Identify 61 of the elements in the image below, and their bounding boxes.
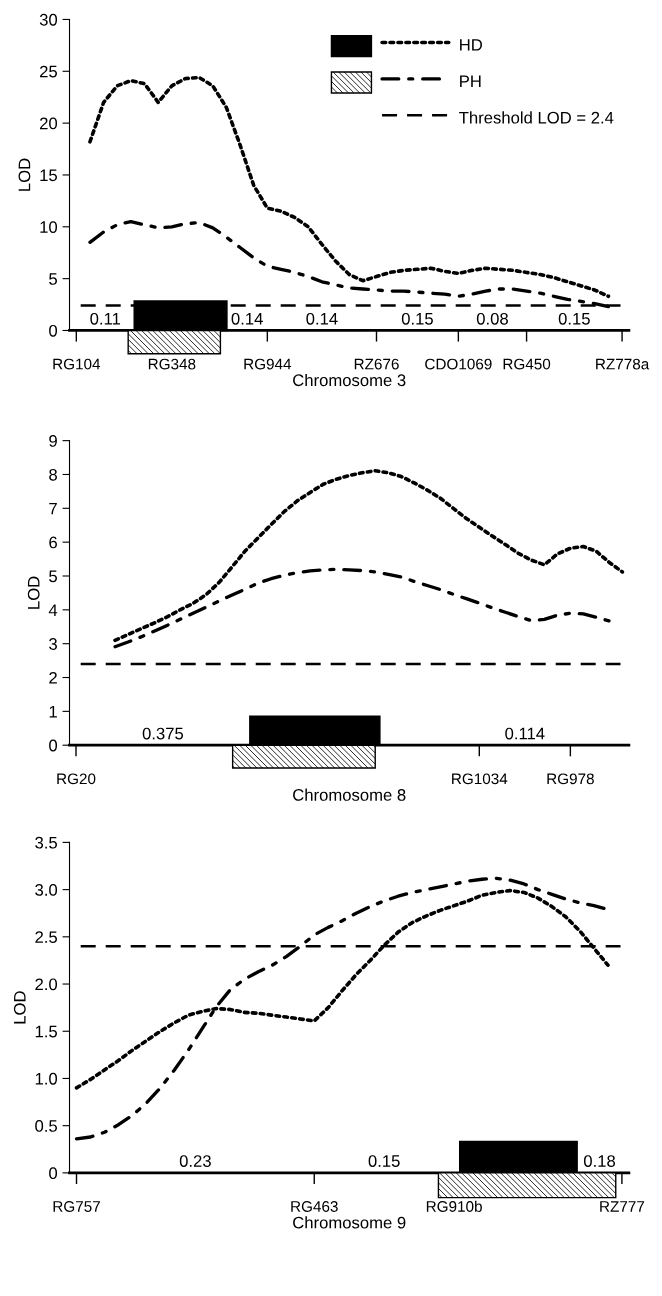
y-tick-label: 25 — [40, 65, 58, 78]
y-tick-label: 15 — [40, 169, 58, 182]
y-axis-title: LOD — [13, 991, 26, 1024]
y-tick-label: 3.0 — [35, 884, 58, 896]
y-axis-title: LOD — [18, 158, 31, 191]
y-tick-label: 0 — [49, 1167, 58, 1180]
x-tick-label: RZ777 — [600, 1201, 645, 1212]
y-tick-label: 2.5 — [35, 931, 58, 944]
y-tick-label: 0 — [49, 324, 58, 337]
annotation: 0.15 — [558, 312, 590, 325]
x-tick-label: RG944 — [244, 358, 292, 370]
legend-label: Threshold LOD = 2.4 — [459, 111, 614, 124]
annotation: 0.14 — [231, 312, 263, 325]
y-tick-label: 5 — [49, 273, 58, 285]
y-tick-label: 1.0 — [35, 1072, 58, 1085]
x-axis-title: Chromosome 8 — [293, 788, 406, 801]
annotation: 0.08 — [476, 312, 508, 325]
y-tick-label: 7 — [49, 502, 57, 515]
x-axis-title: Chromosome 9 — [293, 1216, 406, 1229]
y-tick-label: 3.5 — [35, 836, 58, 849]
y-tick-label: 2 — [49, 671, 57, 684]
y-tick-label: 6 — [49, 536, 57, 549]
y-tick-label: 2.0 — [35, 978, 58, 991]
annotation: 0.14 — [306, 312, 338, 325]
x-tick-label: RG20 — [57, 773, 96, 785]
x-tick-label: RG910b — [426, 1200, 482, 1212]
legend-label: PH — [460, 75, 481, 88]
y-axis-title: LOD — [27, 576, 40, 609]
annotation: 0.114 — [505, 727, 545, 740]
annotation: 0.15 — [401, 312, 433, 325]
annotation: 0.18 — [583, 1155, 616, 1167]
y-tick-label: 0.5 — [35, 1120, 58, 1132]
y-tick-label: 5 — [49, 570, 58, 583]
legend-label: HD — [460, 39, 483, 51]
y-tick-label: 4 — [48, 604, 58, 616]
x-axis-title: Chromosome 3 — [293, 373, 406, 387]
y-tick-label: 0 — [49, 739, 58, 752]
y-tick-label: 8 — [49, 468, 57, 481]
x-tick-label: RG757 — [53, 1201, 100, 1212]
x-tick-label: CDO1069 — [425, 358, 492, 370]
x-tick-label: RG1034 — [452, 773, 508, 785]
line-series — [113, 567, 612, 649]
y-tick-label: 10 — [40, 221, 58, 233]
y-tick-label: 20 — [40, 117, 58, 130]
annotation: 0.23 — [179, 1155, 211, 1167]
annotation: 0.11 — [90, 312, 121, 325]
y-tick-label: 1.5 — [35, 1025, 58, 1038]
x-tick-label: RG978 — [547, 773, 594, 785]
x-tick-label: RG463 — [291, 1201, 338, 1212]
line-series — [113, 468, 625, 643]
x-tick-label: RZ676 — [354, 358, 399, 370]
y-tick-label: 9 — [49, 435, 57, 447]
annotation: 0.375 — [142, 727, 184, 740]
x-tick-label: RG104 — [53, 358, 101, 370]
y-tick-label: 30 — [39, 13, 58, 26]
x-tick-label: RG450 — [503, 358, 551, 370]
x-tick-label: RG348 — [148, 358, 196, 370]
annotation: 0.15 — [368, 1155, 400, 1167]
x-tick-label: RZ778a — [596, 358, 650, 370]
y-tick-label: 1 — [49, 705, 57, 718]
y-tick-label: 3 — [49, 638, 57, 650]
